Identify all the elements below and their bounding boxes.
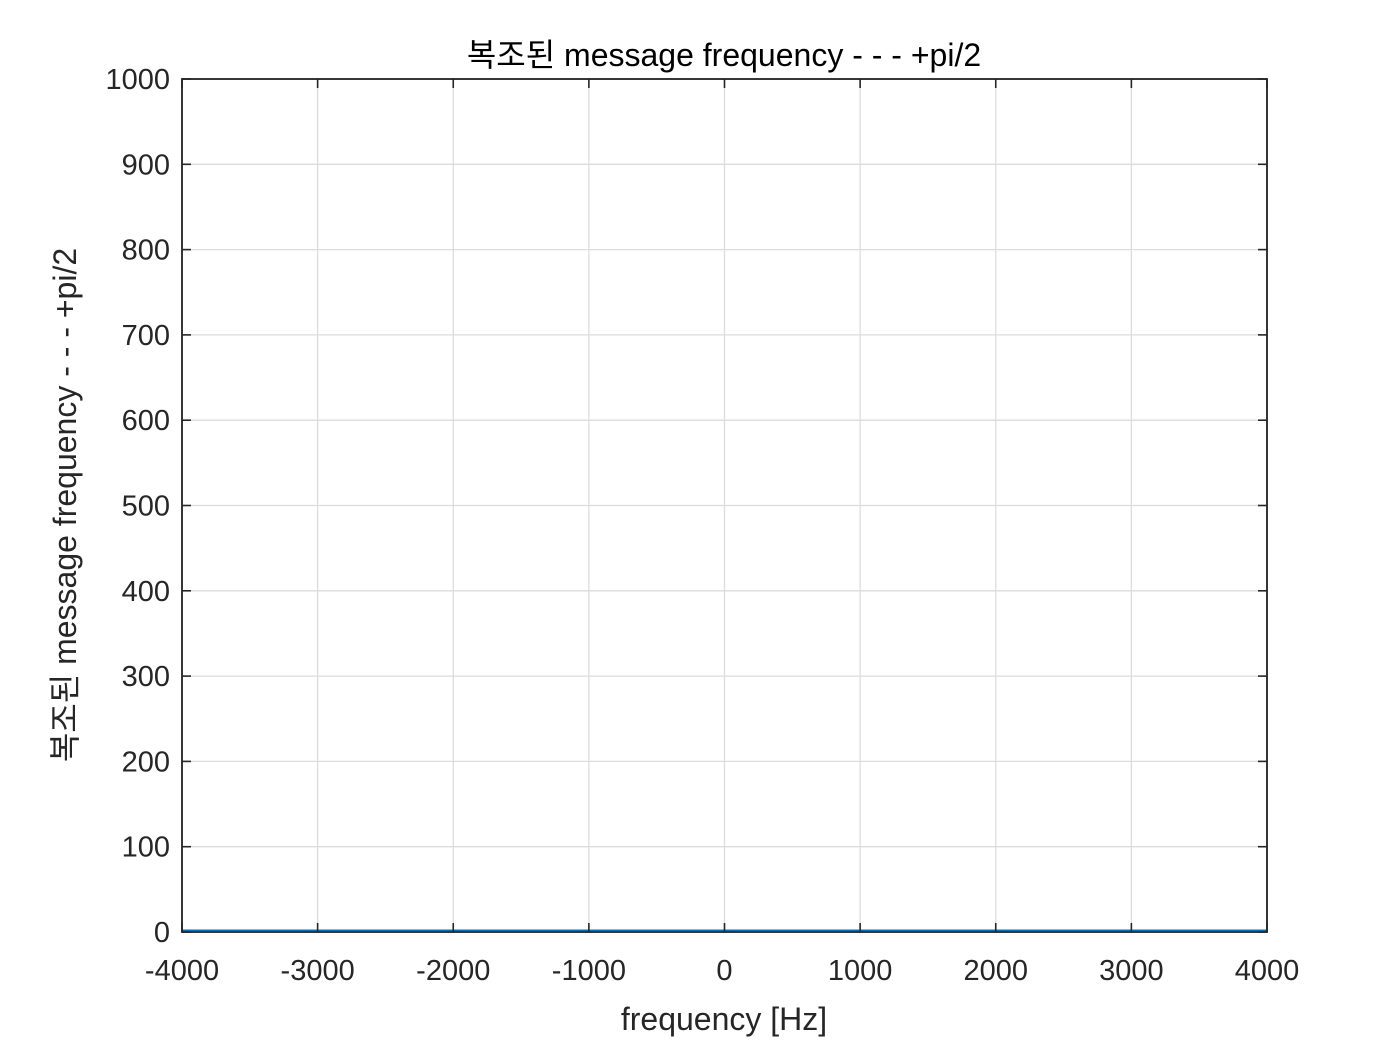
y-axis-label: 복조된 message frequency - - - +pi/2	[47, 248, 83, 762]
chart-title: 복조된 message frequency - - - +pi/2	[467, 37, 981, 73]
y-tick-label: 200	[122, 746, 170, 778]
y-tick-label: 700	[122, 320, 170, 352]
y-tick-label: 900	[122, 149, 170, 181]
y-tick-label: 1000	[105, 64, 170, 96]
x-tick-label: 0	[716, 955, 732, 987]
y-tick-labels: 0 100 200 300 400 500 600 700 800 900 1000	[105, 64, 170, 949]
x-tick-label: -3000	[281, 955, 355, 987]
x-tick-label: -1000	[552, 955, 626, 987]
x-tick-label: -4000	[145, 955, 219, 987]
y-tick-label: 400	[122, 576, 170, 608]
ticks	[181, 78, 1268, 933]
x-tick-label: 2000	[963, 955, 1028, 987]
y-tick-label: 800	[122, 235, 170, 267]
x-axis-label: frequency [Hz]	[621, 1001, 827, 1037]
x-tick-label: -2000	[416, 955, 490, 987]
y-tick-label: 0	[154, 917, 170, 949]
grid	[182, 79, 1267, 932]
y-tick-label: 600	[122, 405, 170, 437]
x-tick-label: 3000	[1099, 955, 1164, 987]
y-tick-label: 500	[122, 491, 170, 523]
x-tick-label: 4000	[1235, 955, 1300, 987]
y-tick-label: 300	[122, 661, 170, 693]
x-tick-label: 1000	[828, 955, 893, 987]
y-tick-label: 100	[122, 832, 170, 864]
x-tick-labels: -4000 -3000 -2000 -1000 0 1000 2000 3000 4000	[145, 955, 1299, 987]
